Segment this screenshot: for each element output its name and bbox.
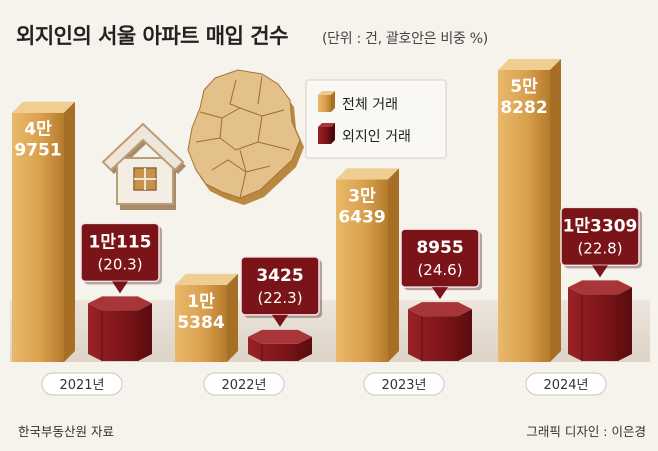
total-label-line1: 5만: [510, 77, 538, 97]
outsider-count-label: 3425: [256, 266, 303, 286]
year-label: 2021년: [59, 378, 104, 393]
legend-label-outsider: 외지인 거래: [342, 129, 411, 145]
year-label: 2023년: [381, 378, 426, 393]
bar-outsider-1: [248, 329, 312, 361]
legend-box: [305, 79, 447, 159]
bar-total-2: [336, 168, 399, 362]
outsider-share-label: (20.3): [97, 255, 142, 273]
outsider-share-label: (22.8): [577, 239, 622, 257]
total-label-line2: 6439: [338, 207, 385, 227]
bar-outsider-3: [568, 280, 632, 361]
bar-total-3: [498, 59, 561, 362]
total-label-line1: 4만: [24, 120, 52, 140]
bar-outsider-0: [88, 296, 152, 361]
outsider-callout-0: [80, 222, 162, 294]
year-pill: [363, 372, 445, 396]
bar-total-0: [12, 101, 75, 362]
legend-swatch-total: [318, 91, 335, 112]
seoul-map-icon: [187, 69, 304, 205]
outsider-share-label: (24.6): [417, 261, 462, 279]
bar-total-1: [175, 273, 238, 362]
total-label-line2: 9751: [14, 141, 61, 161]
outsider-count-label: 1만115: [89, 232, 152, 252]
house-icon: [101, 122, 186, 210]
unit-note: (단위 : 건, 괄호안은 비중 %): [322, 31, 488, 47]
total-label-line2: 8282: [500, 98, 547, 118]
outsider-callout-3: [560, 206, 642, 278]
outsider-count-label: 1만3309: [563, 216, 638, 236]
bar-outsider-2: [408, 302, 472, 361]
total-label-line1: 3만: [348, 186, 376, 206]
year-label: 2024년: [543, 378, 588, 393]
design-credit: 그래픽 디자인 : 이은경: [526, 424, 646, 439]
total-label-line2: 5384: [177, 313, 224, 333]
outsider-callout-1: [240, 256, 322, 327]
year-label: 2022년: [221, 378, 266, 393]
legend-label-total: 전체 거래: [342, 97, 398, 113]
outsider-share-label: (22.3): [257, 289, 302, 307]
chart-title: 외지인의 서울 아파트 매입 건수: [16, 24, 288, 48]
total-label-line1: 1만: [187, 292, 215, 312]
legend: 전체 거래 외지인 거래: [305, 79, 447, 159]
source-note: 한국부동산원 자료: [18, 424, 114, 439]
outsider-callout-2: [400, 228, 482, 300]
legend-swatch-outsider: [318, 123, 335, 144]
year-pill: [203, 372, 285, 396]
year-pill: [525, 372, 607, 396]
year-labels: 2021년 2022년 2023년 2024년: [41, 372, 607, 396]
outsider-count-label: 8955: [416, 238, 463, 258]
year-pill: [41, 372, 123, 396]
